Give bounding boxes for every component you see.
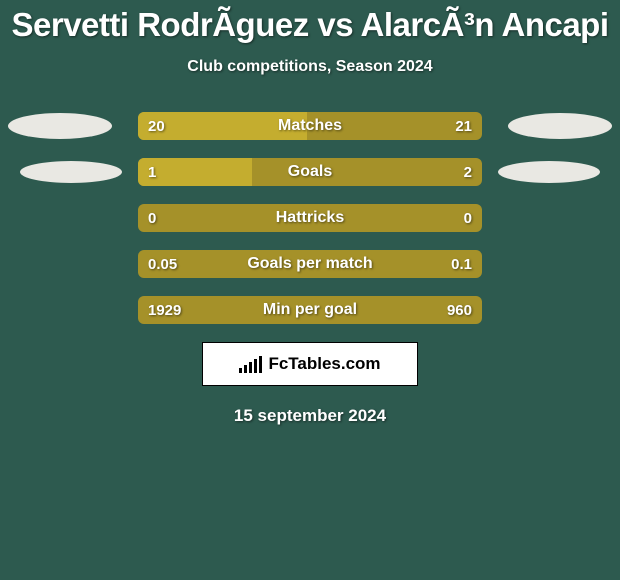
player-right-ellipse xyxy=(508,113,612,139)
stat-rows-container: 2021Matches 12Goals 00Hattricks 0.050.1Goal… xyxy=(0,112,620,324)
comparison-title: Servetti RodrÃ­guez vs AlarcÃ³n Ancapi xyxy=(0,0,620,44)
stat-bar: 12Goals xyxy=(138,158,482,186)
stat-bar: 2021Matches xyxy=(138,112,482,140)
stat-row: 1929960Min per goal xyxy=(0,296,620,324)
brand-box: FcTables.com xyxy=(202,342,418,386)
stat-row: 12Goals xyxy=(0,158,620,186)
stat-label: Goals xyxy=(138,158,482,186)
stat-row: 0.050.1Goals per match xyxy=(0,250,620,278)
stat-label: Matches xyxy=(138,112,482,140)
comparison-subtitle: Club competitions, Season 2024 xyxy=(0,58,620,76)
stat-row: 2021Matches xyxy=(0,112,620,140)
stat-label: Hattricks xyxy=(138,204,482,232)
stat-bar: 1929960Min per goal xyxy=(138,296,482,324)
bar-chart-icon xyxy=(239,355,262,373)
player-right-ellipse xyxy=(498,161,600,183)
stat-bar: 0.050.1Goals per match xyxy=(138,250,482,278)
stat-row: 00Hattricks xyxy=(0,204,620,232)
snapshot-date: 15 september 2024 xyxy=(0,406,620,426)
player-left-ellipse xyxy=(20,161,122,183)
brand-label: FcTables.com xyxy=(268,354,380,374)
player-left-ellipse xyxy=(8,113,112,139)
stat-label: Min per goal xyxy=(138,296,482,324)
stat-bar: 00Hattricks xyxy=(138,204,482,232)
stat-label: Goals per match xyxy=(138,250,482,278)
